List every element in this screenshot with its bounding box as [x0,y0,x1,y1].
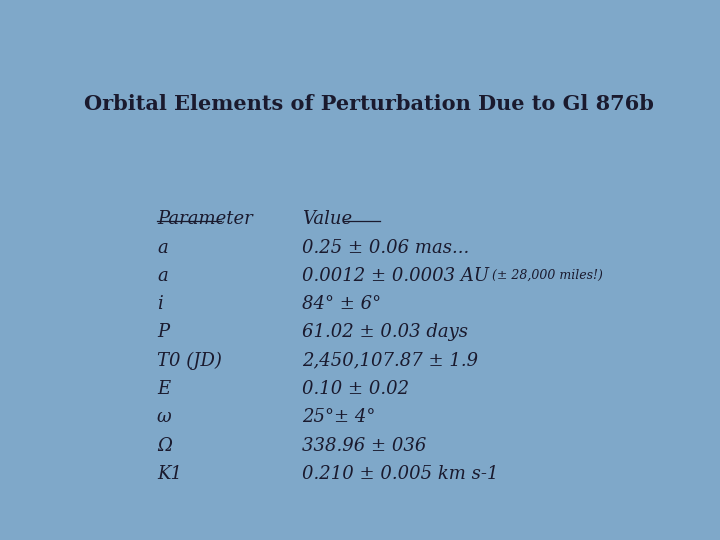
Text: a: a [157,239,168,256]
Text: P: P [157,323,169,341]
Text: ω: ω [157,408,171,426]
Text: 338.96 ± 036: 338.96 ± 036 [302,436,426,455]
Text: 2,450,107.87 ± 1.9: 2,450,107.87 ± 1.9 [302,352,478,370]
Text: i: i [157,295,163,313]
Text: (± 28,000 miles!): (± 28,000 miles!) [492,268,603,281]
Text: 0.10 ± 0.02: 0.10 ± 0.02 [302,380,409,398]
Text: 61.02 ± 0.03 days: 61.02 ± 0.03 days [302,323,468,341]
Text: Parameter: Parameter [157,210,253,228]
Text: T0 (JD): T0 (JD) [157,352,222,370]
Text: 0.25 ± 0.06 mas...: 0.25 ± 0.06 mas... [302,239,469,256]
Text: E: E [157,380,170,398]
Text: 0.210 ± 0.005 km s-1: 0.210 ± 0.005 km s-1 [302,465,498,483]
Text: Orbital Elements of Perturbation Due to Gl 876b: Orbital Elements of Perturbation Due to … [84,94,654,114]
Text: a: a [157,267,168,285]
Text: 84° ± 6°: 84° ± 6° [302,295,381,313]
Text: 25°± 4°: 25°± 4° [302,408,375,426]
Text: 0.0012 ± 0.0003 AU: 0.0012 ± 0.0003 AU [302,267,489,285]
Text: Ω: Ω [157,436,172,455]
Text: K1: K1 [157,465,182,483]
Text: Value: Value [302,210,352,228]
